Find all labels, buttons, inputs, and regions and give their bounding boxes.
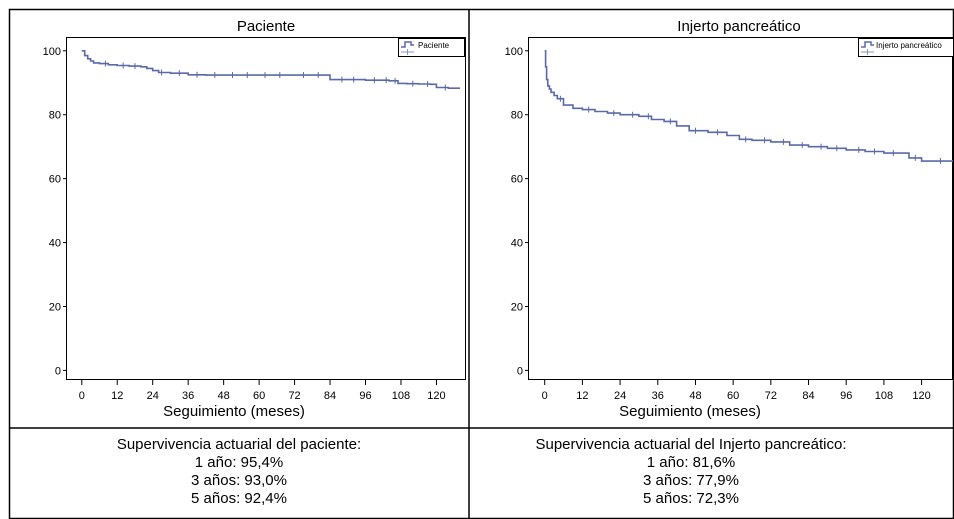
y-tick-label: 60 [49,174,61,186]
y-tick-label: 100 [43,46,61,58]
survival-chart-graft: 0 20 40 60 80 100 0 12 24 36 48 60 72 84 96 108 120 [505,46,953,402]
x-tick-label: 72 [765,390,777,402]
survival-curve-graft [544,50,953,162]
caption-line: 1 año: 95,4% [194,454,284,471]
y-tick-label: 40 [49,238,61,250]
x-tick-label: 108 [392,390,410,402]
legend-swatch-step-graft [861,41,874,48]
y-tick-label: 20 [511,301,523,313]
x-tick-label: 84 [324,390,336,402]
y-tick-label: 0 [517,365,523,377]
x-tick-label: 96 [840,390,852,402]
legend-graft: Injerto pancreático [858,38,954,57]
x-tick-label: 36 [182,390,194,402]
y-tick-label: 20 [49,301,61,313]
legend-label-graft: Injerto pancreático [876,41,942,50]
legend-label-patient: Paciente [418,41,450,50]
x-tick-label: 24 [614,390,626,402]
x-tick-label: 120 [912,390,930,402]
caption-line: 1 año: 81,6% [646,454,736,471]
survival-curve-patient [81,50,461,89]
x-axis-label-patient: Seguimiento (meses) [163,403,305,420]
y-tick-label: 40 [511,238,523,250]
y-tick-label: 80 [49,110,61,122]
y-tick-label: 60 [511,174,523,186]
x-tick-label: 0 [79,390,85,402]
x-tick-label: 108 [875,390,893,402]
y-tick-label: 0 [55,365,61,377]
caption-line: 5 años: 72,3% [643,490,739,507]
legend-box-patient [398,38,465,57]
x-tick-label: 96 [359,390,371,402]
caption-line: 3 años: 93,0% [191,472,287,489]
x-tick-label: 60 [727,390,739,402]
survival-chart-patient: 0 20 40 60 80 100 0 12 24 36 48 60 72 84 96 108 120 [43,46,461,402]
chart-title-graft: Injerto pancreático [677,18,800,35]
x-tick-label: 120 [427,390,445,402]
caption-line: 3 años: 77,9% [643,472,739,489]
caption-patient: Supervivencia actuarial del paciente: 1 … [10,436,468,508]
caption-graft: Supervivencia actuarial del Injerto panc… [471,436,911,508]
x-tick-label: 36 [652,390,664,402]
plot-frame-graft [528,37,953,380]
legend-swatch-censor-patient [401,49,414,55]
y-tick-label: 100 [505,46,523,58]
x-tick-label: 12 [576,390,588,402]
legend-swatch-step-patient [401,41,414,48]
x-tick-label: 84 [802,390,814,402]
x-tick-label: 72 [288,390,300,402]
caption-heading: Supervivencia actuarial del paciente: [116,436,362,453]
caption-heading: Supervivencia actuarial del Injerto panc… [535,436,847,453]
x-tick-label: 12 [111,390,123,402]
y-tick-label: 80 [511,110,523,122]
x-axis-label-graft: Seguimiento (meses) [619,403,761,420]
x-tick-label: 48 [218,390,230,402]
chart-title-patient: Paciente [237,18,295,35]
legend-patient: Paciente [398,38,465,57]
x-tick-label: 24 [147,390,159,402]
x-tick-label: 0 [542,390,548,402]
x-tick-label: 60 [253,390,265,402]
caption-line: 5 años: 92,4% [191,490,287,507]
x-tick-label: 48 [689,390,701,402]
plot-frame-patient [66,37,466,380]
legend-swatch-censor-graft [861,49,874,55]
